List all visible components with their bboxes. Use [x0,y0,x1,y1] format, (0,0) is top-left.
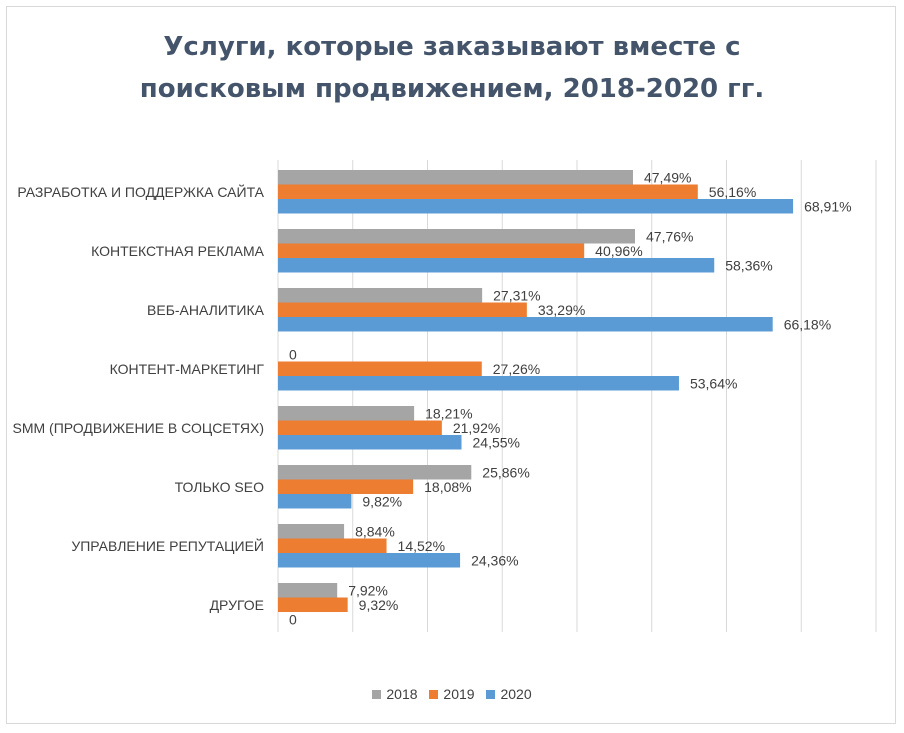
legend-swatch-2018 [372,690,382,699]
legend-label-2019: 2019 [443,686,475,702]
legend-swatch-2019 [429,690,439,699]
legend-label-2020: 2020 [500,686,532,702]
category-label: SMM (ПРОДВИЖЕНИЕ В СОЦСЕТЯХ) [12,420,264,436]
legend-swatch-2020 [486,690,496,699]
legend-label-2018: 2018 [386,686,418,702]
data-label-2018: 25,86% [482,465,529,481]
data-label-2020: 24,36% [471,553,518,569]
bar-2018 [278,288,483,303]
bar-2019 [278,243,585,258]
bar-2020 [278,258,715,273]
bar-2019 [278,361,482,376]
category-label: УПРАВЛЕНИЕ РЕПУТАЦИЕЙ [71,537,264,554]
bar-2020 [278,376,679,391]
category-label: ВЕБ-АНАЛИТИКА [147,302,265,318]
data-label-2019: 21,92% [453,420,500,436]
bar-2020 [278,553,461,568]
bar-2019 [278,538,387,553]
data-label-2019: 27,26% [493,361,540,377]
data-label-2020: 66,18% [784,317,831,333]
data-label-2020: 58,36% [725,258,772,274]
chart-title: Услуги, которые заказывают вместе с поис… [0,26,904,110]
legend-item-2019: 2019 [429,686,475,702]
data-label-2018: 27,31% [493,288,540,304]
data-label-2019: 9,32% [359,597,399,613]
bar-2019 [278,597,348,612]
chart-title-line-2: поисковым продвижением, 2018-2020 гг. [139,74,765,104]
category-label: РАЗРАБОТКА И ПОДДЕРЖКА САЙТА [17,183,264,200]
bar-2019 [278,302,527,317]
data-label-2019: 14,52% [398,538,445,554]
data-label-2018: 18,21% [425,406,472,422]
legend-item-2018: 2018 [372,686,418,702]
bar-2018 [278,524,345,539]
data-label-2019: 33,29% [538,302,585,318]
bar-2019 [278,420,442,435]
legend: 2018 2019 2020 [0,686,904,702]
data-label-2018: 47,49% [644,170,691,186]
data-label-2019: 18,08% [424,479,471,495]
category-label: ТОЛЬКО SEO [175,479,264,495]
data-label-2020: 68,91% [804,199,851,215]
data-label-2018: 7,92% [348,583,388,599]
bar-2019 [278,479,414,494]
bar-2018 [278,465,472,480]
data-label-2020: 9,82% [362,494,402,510]
bar-2018 [278,170,633,185]
category-label: ДРУГОЕ [210,597,264,613]
data-label-2020: 0 [289,612,297,628]
legend-item-2020: 2020 [486,686,532,702]
data-label-2019: 40,96% [595,243,642,259]
data-label-2018: 8,84% [355,524,395,540]
category-label: КОНТЕНТ-МАРКЕТИНГ [110,361,265,377]
data-label-2019: 56,16% [709,184,756,200]
data-label-2020: 53,64% [690,376,737,392]
data-label-2018: 47,76% [646,229,693,245]
category-label: КОНТЕКСТНАЯ РЕКЛАМА [91,243,265,259]
bar-2019 [278,184,698,199]
data-label-2020: 24,55% [473,435,520,451]
bar-2018 [278,406,415,421]
chart-title-line-1: Услуги, которые заказывают вместе с [163,32,741,62]
bar-2018 [278,583,338,598]
bar-2020 [278,199,794,214]
bar-2020 [278,494,352,509]
data-label-2018: 0 [289,347,297,363]
bar-2020 [278,435,462,450]
bar-2018 [278,229,636,244]
bar-2020 [278,317,773,332]
